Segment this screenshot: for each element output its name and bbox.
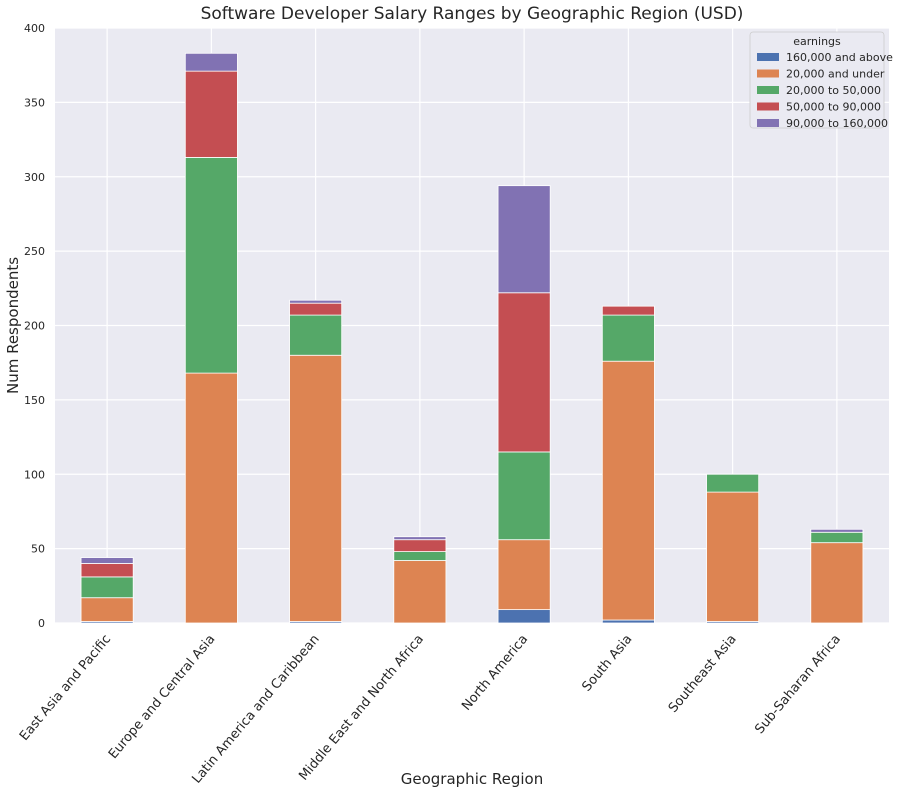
y-tick-label: 350 <box>24 96 45 109</box>
y-tick-label: 150 <box>24 394 45 407</box>
bar-segment <box>497 292 551 453</box>
bar-segment <box>601 619 655 624</box>
y-tick-label: 100 <box>24 468 45 481</box>
bar-segment <box>80 576 134 599</box>
bar-segment <box>80 597 134 622</box>
bar-segment <box>810 542 864 624</box>
bar-segment <box>601 305 655 316</box>
x-tick-label: Middle East and North Africa <box>296 632 427 784</box>
x-axis-label: Geographic Region <box>401 770 543 788</box>
bar-segment <box>601 360 655 621</box>
bar-segment <box>80 557 134 564</box>
bar-segment <box>810 531 864 544</box>
bar-segment <box>393 536 447 541</box>
y-ticks: 0 50 100 150 200 250 300 350 400 <box>24 22 45 630</box>
legend-swatch <box>757 119 779 127</box>
y-tick-label: 50 <box>31 543 45 556</box>
legend-swatch <box>757 102 779 111</box>
legend-label: 90,000 to 160,000 <box>786 117 888 130</box>
y-tick-label: 400 <box>24 22 45 35</box>
legend-label: 20,000 to 50,000 <box>786 84 881 97</box>
bar-segment <box>497 539 551 611</box>
y-tick-label: 0 <box>38 617 45 630</box>
bar-segment <box>393 551 447 561</box>
bar-segment <box>706 491 760 622</box>
bars <box>80 52 864 624</box>
x-tick-label: Sub-Saharan Africa <box>752 632 844 737</box>
bar-segment <box>289 299 343 304</box>
y-axis-label: Num Respondents <box>4 257 22 394</box>
y-tick-label: 300 <box>24 171 45 184</box>
legend-label: 50,000 to 90,000 <box>786 101 881 114</box>
legend-box <box>749 31 885 129</box>
x-tick-label: Latin America and Caribbean <box>189 632 322 787</box>
legend-swatch <box>757 69 779 78</box>
legend-title: earnings <box>793 35 841 48</box>
y-tick-label: 200 <box>24 320 45 333</box>
bar-segment <box>184 52 238 72</box>
bar-segment <box>497 609 551 624</box>
bar-segment <box>184 70 238 158</box>
x-tick-label: South Asia <box>579 632 635 695</box>
bar-segment <box>289 314 343 356</box>
legend-swatch <box>757 53 779 61</box>
chart-title: Software Developer Salary Ranges by Geog… <box>201 4 744 24</box>
bar-segment <box>706 473 760 493</box>
x-tick-label: Southeast Asia <box>666 632 740 716</box>
legend-label: 160,000 and above <box>786 51 893 64</box>
bar-segment <box>393 560 447 624</box>
bar-segment <box>184 157 238 374</box>
bar-segment <box>497 185 551 294</box>
x-tick-label: Europe and Central Asia <box>106 632 219 762</box>
bar-segment <box>289 302 343 316</box>
x-tick-label: East Asia and Pacific <box>17 632 114 744</box>
bar-segment <box>184 372 238 624</box>
legend-swatch <box>757 86 779 94</box>
bar-segment <box>393 539 447 553</box>
x-tick-label: North America <box>459 632 531 714</box>
bar-segment <box>810 528 864 533</box>
bar-segment <box>80 563 134 578</box>
y-tick-label: 250 <box>24 245 45 258</box>
bar-segment <box>289 354 343 622</box>
bar-segment <box>601 314 655 362</box>
bar-segment <box>497 451 551 541</box>
legend: earnings 160,000 and above 20,000 and und… <box>749 31 893 130</box>
legend-label: 20,000 and under <box>786 68 885 81</box>
